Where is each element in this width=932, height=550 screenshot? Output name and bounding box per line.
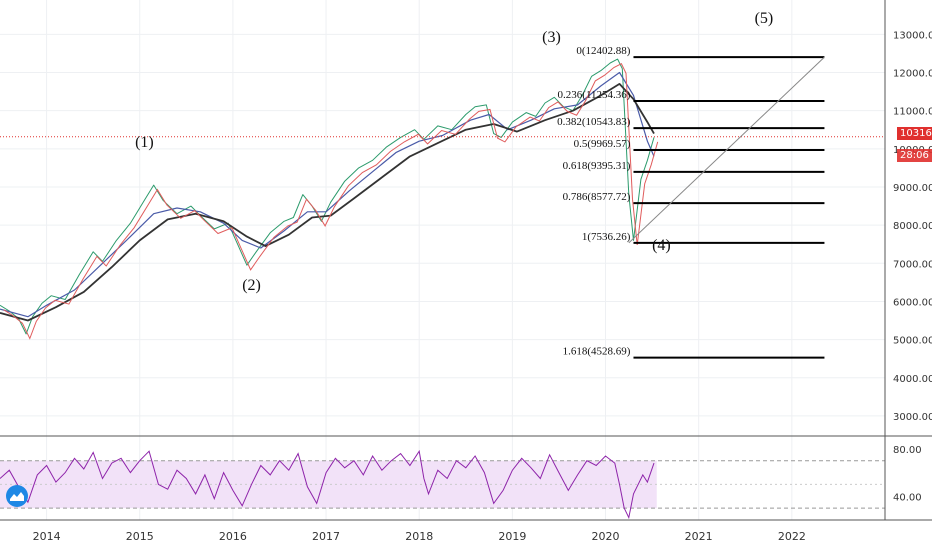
elliott-wave-label: (1) — [135, 134, 154, 151]
elliott-wave-label: (4) — [652, 237, 671, 254]
fib-level-label: 1(7536.26) — [582, 231, 631, 243]
fib-level-label: 1.618(4528.69) — [563, 346, 631, 358]
y-tick-label: 6000.00 — [893, 297, 932, 308]
x-tick-label: 2016 — [219, 530, 247, 543]
fib-level-label: 0(12402.88) — [576, 45, 630, 57]
x-tick-label: 2019 — [498, 530, 526, 543]
ma-long-line — [0, 83, 655, 322]
x-tick-label: 2022 — [778, 530, 806, 543]
y-tick-label: 13000.00 — [893, 30, 932, 41]
grid — [0, 0, 885, 520]
y-tick-label: 4000.00 — [893, 374, 932, 385]
fib-level-label: 0.236(11254.36) — [558, 89, 631, 101]
elliott-wave-label: (3) — [542, 29, 561, 46]
x-tick-label: 2018 — [405, 530, 433, 543]
y-tick-label: 8000.00 — [893, 221, 932, 232]
tradingview-logo-icon[interactable] — [6, 485, 28, 507]
elliott-wave-label: (2) — [242, 277, 261, 294]
x-tick-label: 2017 — [312, 530, 340, 543]
x-tick-label: 2015 — [126, 530, 154, 543]
fib-level-label: 0.382(10543.83) — [557, 116, 631, 128]
y-tick-label: 5000.00 — [893, 336, 932, 347]
x-tick-label: 2021 — [685, 530, 713, 543]
rsi-tick-label: 40.00 — [893, 492, 922, 503]
fib-level-label: 0.786(8577.72) — [563, 191, 631, 203]
ma-mid-line — [0, 71, 655, 318]
rsi-tick-label: 80.00 — [893, 445, 922, 456]
current-price-badge: 10316.55 — [897, 127, 932, 140]
ma-short-line — [3, 63, 659, 340]
fib-level-label: 0.5(9969.57) — [574, 138, 631, 150]
y-tick-label: 9000.00 — [893, 183, 932, 194]
fib-trend-line — [628, 56, 825, 244]
countdown-badge: 28:06 — [897, 149, 932, 162]
fib-level-label: 0.618(9395.31) — [563, 160, 631, 172]
y-tick-label: 7000.00 — [893, 259, 932, 270]
price-series-line — [0, 58, 655, 335]
y-tick-label: 12000.00 — [893, 69, 932, 80]
y-tick-label: 11000.00 — [893, 107, 932, 118]
elliott-wave-label: (5) — [755, 10, 774, 27]
y-tick-label: 3000.00 — [893, 412, 932, 423]
rsi-pane — [0, 449, 885, 520]
x-tick-label: 2014 — [33, 530, 61, 543]
price-pane: 0(12402.88) 0.236(11254.36) 0.382(10543.83… — [0, 10, 885, 359]
x-tick-label: 2020 — [592, 530, 620, 543]
rsi-line — [0, 449, 655, 520]
